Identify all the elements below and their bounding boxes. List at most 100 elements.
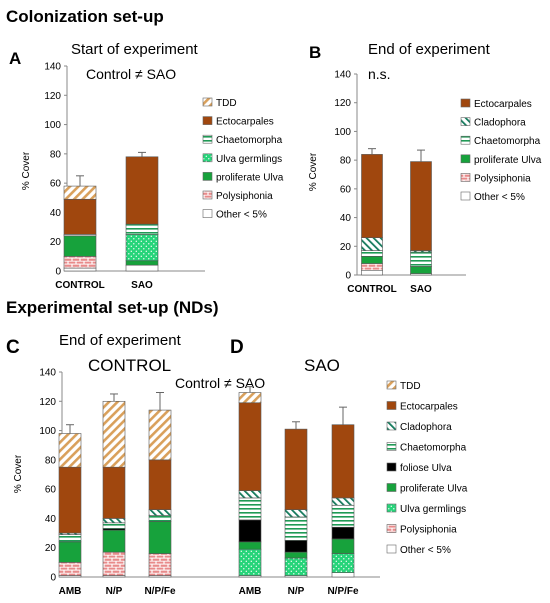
bar-segment-chaetomorpha [125, 223, 159, 235]
legend-label: Ectocarpales [400, 402, 458, 413]
bar-segment-ectocarpales [148, 459, 172, 510]
legend-swatch-tdd [202, 97, 213, 107]
bar-segment-ectocarpales [238, 402, 262, 491]
y-tick-label: 140 [44, 62, 61, 73]
bar-segment-proliferate-ulva [148, 521, 172, 554]
y-tick-label: 40 [45, 514, 57, 525]
bar-segment-chaetomorpha [361, 250, 383, 257]
bar-segment-foliose-ulva [284, 540, 308, 553]
bar-segment-chaetomorpha [331, 504, 355, 528]
legend-swatch-chaetomorpha [460, 135, 471, 145]
x-tick-label: N/P/Fe [144, 586, 176, 597]
bar-segment-proliferate-ulva [410, 266, 432, 274]
bar-segment-ectocarpales [361, 154, 383, 238]
panel-a: A Start of experiment Control ≠ SAO % Co… [9, 41, 284, 291]
y-tick-label: 60 [45, 485, 57, 496]
panel-b: B End of experiment n.s. % Cover 0 20 40 60… [308, 41, 542, 295]
panel-c: C End of experiment CONTROL % Cover 0 20 4… [6, 332, 210, 597]
bar-segment-chaetomorpha [102, 522, 126, 529]
bar-segment-polysiphonia [361, 263, 383, 271]
bar-segment-cladophora [102, 518, 126, 524]
legend-label: Polysiphonia [216, 191, 273, 202]
legend-label: Chaetomorpha [400, 443, 467, 454]
panel-a-annotation: Control ≠ SAO [86, 66, 176, 82]
bar-segment-cladophora [361, 237, 383, 251]
legend-label: Other < 5% [216, 210, 267, 221]
panel-a-letter: A [9, 49, 21, 68]
x-tick-label: N/P [288, 586, 305, 597]
legend-swatch-proliferate-ulva [460, 154, 471, 164]
x-tick-label: N/P/Fe [327, 586, 359, 597]
legend-label: Cladophora [400, 422, 452, 433]
y-tick-label: 120 [39, 397, 56, 408]
legend-swatch-polysiphonia [386, 524, 397, 533]
y-tick-label: 140 [39, 368, 56, 379]
legend-label: Ectocarpales [474, 99, 532, 110]
bar-segment-polysiphonia [63, 256, 97, 269]
y-tick-label: 40 [340, 213, 352, 224]
legend-label: TDD [400, 381, 421, 392]
bar-segment-ectocarpales [410, 161, 432, 251]
legend-label: Chaetomorpha [474, 136, 541, 147]
bar-segment-ectocarpales [284, 428, 308, 510]
bar-segment-cladophora [284, 509, 308, 518]
bar-segment-cladophora [238, 490, 262, 499]
bar-segment-chaetomorpha [238, 497, 262, 521]
bar-segment-foliose-ulva [238, 519, 262, 543]
bar-segment-ulva-germlings [284, 557, 308, 576]
bar-segment-polysiphonia [58, 562, 82, 576]
panel-b-ylabel: % Cover [308, 152, 319, 191]
y-tick-label: 140 [334, 70, 351, 81]
x-tick-label: CONTROL [55, 280, 104, 291]
legend-swatch-other-5 [460, 191, 471, 201]
y-tick-label: 60 [50, 179, 62, 190]
legend-swatch-other-5 [386, 544, 397, 554]
y-tick-label: 80 [340, 156, 352, 167]
legend-swatch-ectocarpales [202, 116, 213, 125]
bar-segment-ectocarpales [63, 198, 97, 235]
legend-label: TDD [216, 98, 237, 109]
legend-label: Polysiphonia [400, 525, 457, 536]
legend-swatch-ectocarpales [460, 98, 471, 108]
bar-segment-chaetomorpha [58, 534, 82, 543]
legend-label: Cladophora [474, 118, 526, 129]
legend-swatch-cladophora [386, 421, 397, 431]
bar-segment-other-5 [125, 264, 159, 272]
bar-segment-proliferate-ulva [58, 541, 82, 563]
y-tick-label: 120 [334, 98, 351, 109]
bar-segment-proliferate-ulva [238, 541, 262, 550]
bar-segment-ectocarpales [58, 466, 82, 534]
bar-segment-proliferate-ulva [102, 529, 126, 553]
legend-swatch-ulva-germlings [202, 153, 213, 163]
legend-label: Other < 5% [400, 545, 451, 556]
legend-label: foliose Ulva [400, 463, 452, 474]
bar-segment-ectocarpales [125, 156, 159, 225]
legend-label: proliferate Ulva [474, 155, 542, 166]
legend-label: Polysiphonia [474, 173, 531, 184]
x-tick-label: CONTROL [347, 284, 396, 295]
y-tick-label: 100 [39, 426, 56, 437]
bar-segment-proliferate-ulva [63, 235, 97, 257]
bar-segment-ulva-germlings [125, 234, 159, 262]
legend-label: Chaetomorpha [216, 135, 283, 146]
legend-swatch-polysiphonia [460, 173, 471, 182]
heading-experimental: Experimental set-up (NDs) [6, 298, 219, 317]
panel-d-title: SAO [304, 356, 340, 375]
legend-label: Ectocarpales [216, 117, 274, 128]
bar-segment-tdd [102, 400, 126, 468]
legend-swatch-ectocarpales [386, 401, 397, 410]
bar-segment-polysiphonia [102, 551, 126, 576]
legend-swatch-other-5 [202, 209, 213, 218]
bar-segment-proliferate-ulva [331, 538, 355, 554]
bar-segment-ulva-germlings [331, 553, 355, 573]
y-tick-label: 0 [55, 267, 61, 278]
bar-segment-ectocarpales [102, 466, 126, 519]
y-tick-label: 120 [44, 91, 61, 102]
bar-segment-chaetomorpha [148, 515, 172, 522]
y-tick-label: 20 [340, 242, 352, 253]
y-tick-label: 60 [340, 184, 352, 195]
legend-label: Ulva germlings [216, 154, 282, 165]
bar-segment-other-5 [331, 572, 355, 578]
legend-swatch-tdd [386, 380, 397, 390]
